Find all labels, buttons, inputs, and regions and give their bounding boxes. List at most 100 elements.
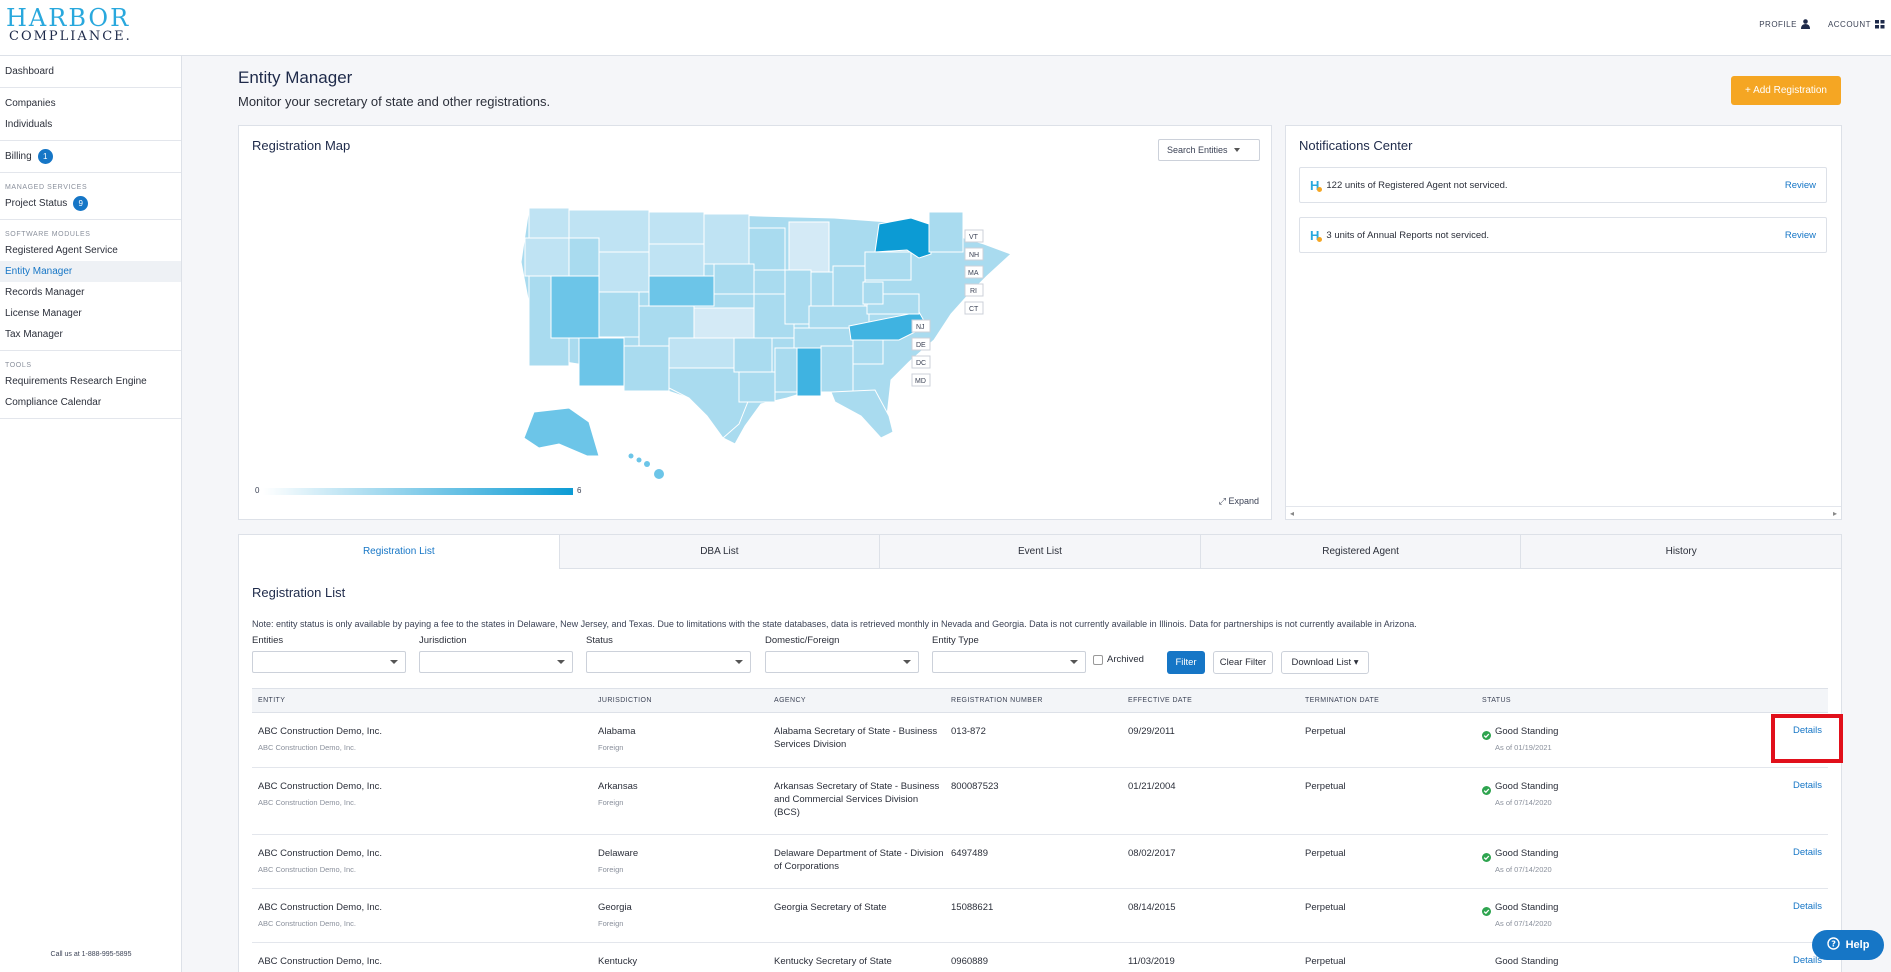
domestic-foreign-filter-select[interactable]	[765, 651, 919, 673]
label-box-md[interactable]	[911, 373, 931, 387]
state-la[interactable]	[738, 371, 776, 403]
state-nm[interactable]	[623, 345, 670, 392]
state-or[interactable]	[524, 237, 570, 277]
state-ut[interactable]	[598, 291, 640, 338]
scroll-right-icon[interactable]: ▸	[1832, 508, 1837, 518]
sidebar-item-entity-manager[interactable]: Entity Manager	[0, 261, 181, 282]
state-mi[interactable]	[788, 221, 830, 273]
column-header-jurisdiction[interactable]: JURISDICTION	[598, 697, 652, 704]
column-header-registration-number[interactable]: REGISTRATION NUMBER	[951, 697, 1043, 704]
label-box-de[interactable]	[911, 337, 931, 351]
details-link[interactable]: Details	[1792, 847, 1822, 858]
tab-registered-agent[interactable]: Registered Agent	[1199, 535, 1521, 569]
state-il[interactable]	[784, 269, 812, 325]
expand-map-button[interactable]: ⤢ Expand	[1219, 496, 1259, 507]
state-ms[interactable]	[774, 347, 798, 393]
details-link[interactable]: Details	[1792, 901, 1822, 912]
state-wv[interactable]	[862, 281, 884, 305]
state-ar[interactable]	[733, 337, 773, 373]
column-header-effective-date[interactable]: EFFECTIVE DATE	[1128, 697, 1193, 704]
check-circle-icon	[1482, 731, 1491, 754]
help-button[interactable]: ? Help	[1812, 930, 1884, 960]
state-az[interactable]	[578, 337, 625, 387]
download-list-button[interactable]: Download List ▾	[1281, 651, 1369, 674]
cell-jurisdiction: Kentucky	[598, 956, 638, 967]
sidebar-item-registered-agent-service[interactable]: Registered Agent Service	[5, 245, 118, 256]
entities-filter-select[interactable]	[252, 651, 406, 673]
review-link[interactable]: Review	[1784, 179, 1816, 191]
sidebar-item-individuals[interactable]: Individuals	[5, 119, 53, 130]
harbor-compliance-logo[interactable]: HARBOR COMPLIANCE.	[6, 6, 132, 44]
cell-effective-date: 11/03/2019	[1128, 956, 1175, 967]
profile-menu[interactable]: PROFILE	[1759, 19, 1810, 29]
label-box-nj[interactable]	[911, 319, 931, 333]
label-box-dc[interactable]	[911, 355, 931, 369]
scroll-left-icon[interactable]: ◂	[1290, 508, 1295, 518]
tab-dba-list[interactable]: DBA List	[558, 535, 880, 569]
state-sc[interactable]	[852, 335, 884, 365]
label-box-ma[interactable]	[964, 265, 984, 279]
state-ks[interactable]	[693, 307, 755, 339]
state-ne[interactable]	[648, 275, 715, 307]
cell-termination-date: Perpetual	[1305, 848, 1346, 859]
tab-history[interactable]: History	[1520, 535, 1841, 569]
sidebar-item-records-manager[interactable]: Records Manager	[5, 287, 85, 298]
column-header-status[interactable]: STATUS	[1482, 697, 1511, 704]
label-box-vt[interactable]	[964, 229, 984, 243]
sidebar-item-companies[interactable]: Companies	[5, 98, 56, 109]
state-wa[interactable]	[528, 207, 570, 239]
help-label: Help	[1845, 939, 1870, 951]
sidebar-item-tax-manager[interactable]: Tax Manager	[5, 329, 63, 340]
state-ok[interactable]	[668, 337, 735, 369]
label-box-ri[interactable]	[964, 283, 984, 297]
jurisdiction-filter-select[interactable]	[419, 651, 573, 673]
tab-registration-list[interactable]: Registration List	[239, 535, 559, 569]
clear-filter-button[interactable]: Clear Filter	[1213, 651, 1273, 674]
state-wi[interactable]	[748, 227, 786, 271]
checkbox-box[interactable]	[1093, 654, 1103, 665]
state-pa[interactable]	[864, 251, 912, 281]
column-header-entity[interactable]: ENTITY	[258, 697, 286, 704]
sidebar-item-project-status[interactable]: Project Status 9	[0, 193, 181, 214]
status-filter-select[interactable]	[586, 651, 751, 673]
add-registration-button[interactable]: + Add Registration	[1731, 76, 1841, 105]
state-nv[interactable]	[550, 275, 600, 339]
state-co[interactable]	[638, 305, 695, 347]
horizontal-scrollbar[interactable]: ◂ ▸	[1286, 506, 1841, 519]
details-link[interactable]: Details	[1792, 780, 1822, 791]
state-nd[interactable]	[648, 211, 705, 245]
us-choropleth-map[interactable]: VT NH MA RI CT NJ DE DC MD	[239, 126, 1273, 521]
review-link[interactable]: Review	[1784, 229, 1816, 241]
label-box-nh[interactable]	[964, 247, 984, 261]
cell-status: Good Standing As of 01/19/2021	[1482, 725, 1558, 754]
state-new-england[interactable]	[928, 211, 964, 253]
sidebar-item-billing[interactable]: Billing 1	[0, 146, 181, 167]
account-menu[interactable]: ACCOUNT	[1828, 19, 1885, 29]
state-fl[interactable]	[830, 389, 894, 439]
state-sd[interactable]	[648, 243, 705, 277]
sidebar-item-license-manager[interactable]: License Manager	[5, 308, 82, 319]
sidebar-item-dashboard[interactable]: Dashboard	[5, 66, 54, 77]
state-oh[interactable]	[832, 265, 866, 307]
search-entities-dropdown[interactable]: Search Entities	[1158, 139, 1260, 161]
sidebar-item-compliance-calendar[interactable]: Compliance Calendar	[5, 397, 102, 408]
label-box-ct[interactable]	[964, 301, 984, 315]
state-ga[interactable]	[820, 345, 854, 393]
sidebar-item-requirements-research-engine[interactable]: Requirements Research Engine	[5, 376, 147, 387]
svg-text:?: ?	[1831, 940, 1836, 949]
user-icon	[1800, 19, 1810, 29]
entity-type-filter-select[interactable]	[932, 651, 1086, 673]
state-mn[interactable]	[703, 213, 750, 265]
state-ia[interactable]	[713, 263, 755, 295]
state-ak[interactable]	[523, 407, 600, 457]
archived-checkbox[interactable]: Archived	[1093, 654, 1144, 665]
state-ny[interactable]	[874, 217, 932, 259]
tab-event-list[interactable]: Event List	[879, 535, 1200, 569]
details-link[interactable]: Details	[1792, 955, 1822, 966]
state-hi[interactable]	[628, 453, 665, 480]
state-wy[interactable]	[598, 251, 650, 293]
column-header-termination-date[interactable]: TERMINATION DATE	[1305, 697, 1380, 704]
filter-button[interactable]: Filter	[1167, 651, 1205, 674]
details-link[interactable]: Details	[1792, 725, 1822, 736]
state-al[interactable]	[796, 347, 822, 397]
